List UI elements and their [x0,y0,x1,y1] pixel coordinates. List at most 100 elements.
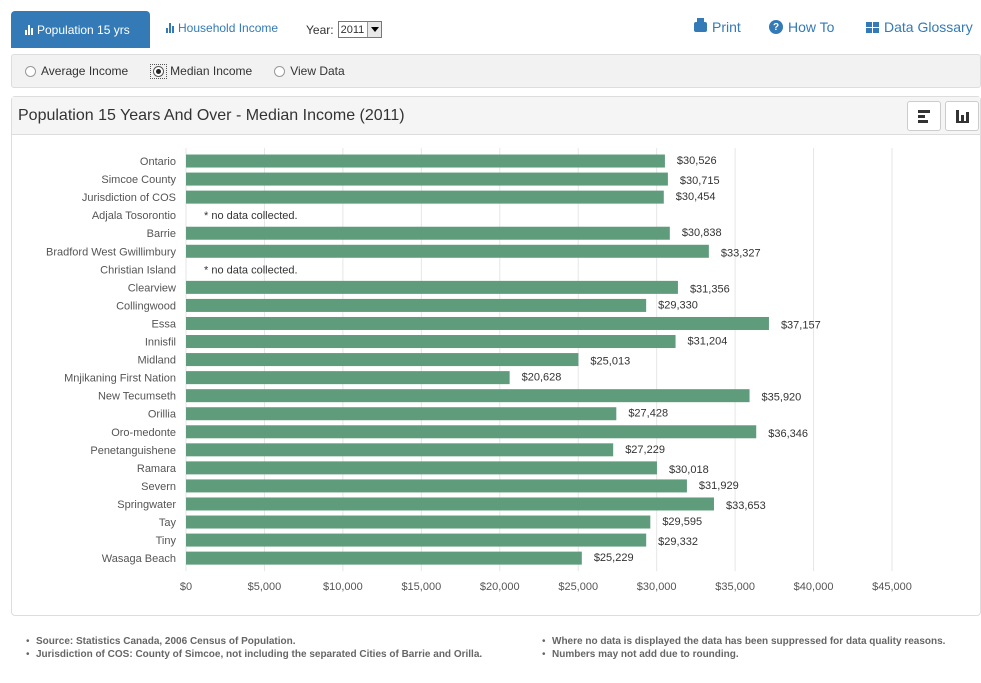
x-tick-label: $5,000 [248,581,282,593]
value-label: $35,920 [762,392,802,404]
bar [186,226,670,240]
grid-icon [866,21,879,33]
horizontal-bars-icon [918,109,930,123]
tab-population[interactable]: Population 15 yrs [11,11,150,48]
category-label: Tay [159,517,177,529]
bar [186,533,647,547]
radio-median[interactable] [153,65,165,77]
howto-label: How To [788,19,835,35]
question-icon: ? [769,20,783,34]
radio-average[interactable] [25,65,36,77]
bar-chart-icon [25,24,33,35]
year-label: Year: [306,22,334,37]
chevron-down-icon [367,22,382,37]
category-label: Collingwood [116,300,176,312]
category-label: Barrie [147,228,176,240]
category-label: Midland [137,355,176,367]
no-data-label: * no data collected. [204,264,298,276]
category-label: Tiny [156,535,177,547]
category-label: Essa [152,318,177,330]
category-label: Innisfil [145,337,176,349]
value-label: $30,838 [682,227,722,239]
category-label: New Tecumseth [98,391,176,403]
print-link[interactable]: Print [694,18,741,35]
bar [186,389,750,403]
option-average-income[interactable]: Average Income [25,64,128,78]
category-label: Simcoe County [101,174,176,186]
value-label: $29,330 [658,299,698,311]
value-label: $25,013 [590,356,630,368]
tab-household-income[interactable]: Household Income [166,21,278,35]
bar [186,154,665,168]
value-label: $20,628 [522,372,562,384]
bar [186,172,668,186]
tab-population-label: Population 15 yrs [37,22,130,37]
option-median-income[interactable]: Median Income [150,63,253,79]
option-median-label: Median Income [170,64,253,78]
bar-chart-icon [166,23,174,33]
chart-title: Population 15 Years And Over - Median In… [18,106,405,124]
note-source: Source: Statistics Canada, 2006 Census o… [22,635,492,648]
x-tick-label: $10,000 [323,581,363,593]
bar [186,244,709,258]
bar [186,298,647,312]
horizontal-bar-button[interactable] [907,101,941,131]
radio-focus-box [150,63,168,79]
bar [186,280,678,294]
category-label: Adjala Tosorontio [92,210,176,222]
category-label: Jurisdiction of COS [82,192,176,204]
bar [186,497,714,511]
note-jurisdiction: Jurisdiction of COS: County of Simcoe, n… [22,648,492,661]
bar [186,190,664,204]
category-label: Ramara [137,463,177,475]
printer-icon [694,18,707,32]
value-label: $30,454 [676,191,716,203]
glossary-link[interactable]: Data Glossary [866,19,973,35]
category-label: Clearview [128,282,176,294]
year-selector: Year: 2011 [306,21,383,38]
note-suppressed: Where no data is displayed the data has … [538,635,968,648]
tab-household-label: Household Income [178,21,279,35]
howto-link[interactable]: ? How To [769,19,834,35]
year-value: 2011 [340,23,365,36]
category-label: Christian Island [100,264,176,276]
option-view-data-label: View Data [290,64,345,78]
x-tick-label: $0 [180,581,192,593]
value-label: $31,356 [690,283,730,295]
income-options: Average Income Median Income View Data [11,54,981,88]
value-label: $31,929 [699,480,739,492]
x-tick-label: $25,000 [558,581,598,593]
x-tick-label: $40,000 [794,581,834,593]
option-view-data[interactable]: View Data [274,64,345,78]
print-label: Print [712,19,741,35]
note-rounding: Numbers may not add due to rounding. [538,648,968,661]
x-tick-label: $15,000 [401,581,441,593]
value-label: $27,229 [625,444,665,456]
bar [186,461,657,475]
value-label: $30,018 [669,464,709,476]
panel-header: Population 15 Years And Over - Median In… [12,97,980,135]
option-average-label: Average Income [41,64,129,78]
category-label: Penetanguishene [90,445,176,457]
x-tick-label: $35,000 [715,581,755,593]
bar [186,425,757,439]
category-label: Bradford West Gwillimbury [46,246,176,258]
bar [186,335,676,349]
category-label: Springwater [117,499,176,511]
category-label: Severn [141,481,176,493]
vertical-bar-button[interactable] [945,101,979,131]
bar [186,551,582,565]
category-label: Mnjikaning First Nation [64,373,176,385]
year-dropdown[interactable]: 2011 [337,21,383,38]
category-label: Wasaga Beach [102,553,176,565]
chart-panel: Population 15 Years And Over - Median In… [11,96,981,616]
value-label: $29,332 [658,536,698,548]
value-label: $37,157 [781,319,821,331]
notes-right: Where no data is displayed the data has … [538,635,968,661]
value-label: $31,204 [688,336,728,348]
x-tick-label: $45,000 [872,581,912,593]
notes-left: Source: Statistics Canada, 2006 Census o… [22,635,492,661]
no-data-label: * no data collected. [204,210,298,222]
top-nav: Population 15 yrs Household Income Year:… [0,0,981,52]
radio-view-data[interactable] [274,65,286,77]
